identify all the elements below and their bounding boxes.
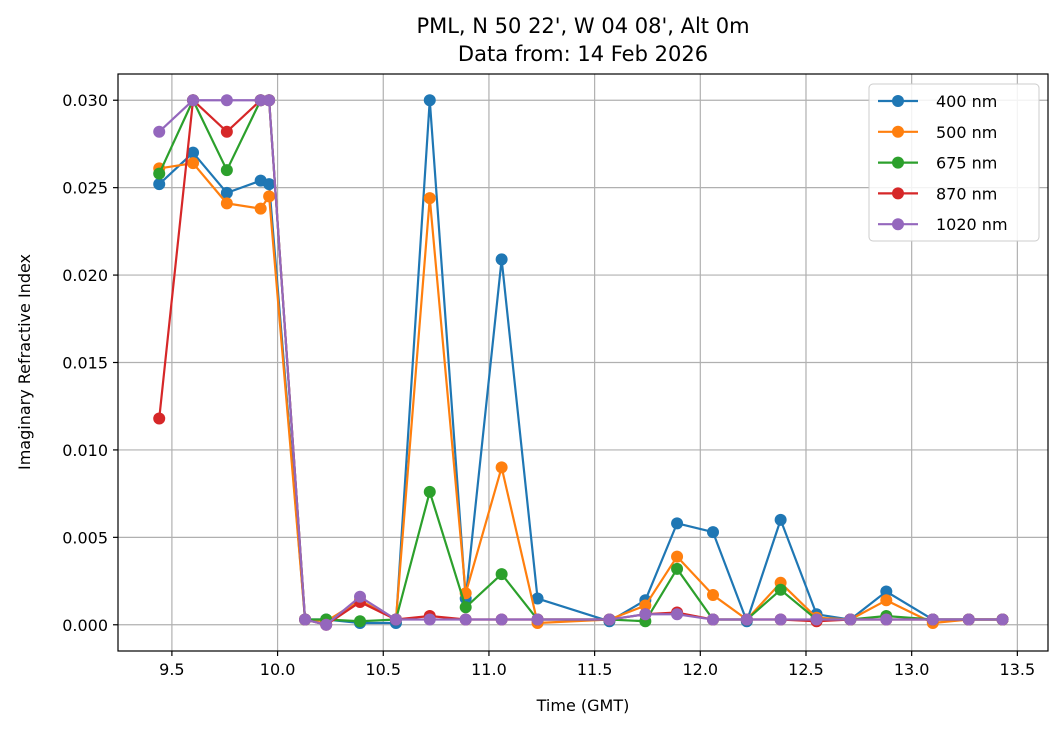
data-point-500-nm — [220, 197, 233, 210]
data-point-1020-nm — [299, 613, 312, 626]
y-tick-label: 0.030 — [62, 91, 108, 110]
data-point-675-nm — [220, 164, 233, 177]
data-point-1020-nm — [996, 613, 1009, 626]
legend-item-675-nm: 675 nm — [878, 154, 997, 173]
data-point-500-nm — [880, 594, 893, 607]
y-tick-label: 0.005 — [62, 528, 108, 547]
x-axis-label: Time (GMT) — [536, 696, 630, 715]
x-tick-label: 12.0 — [682, 660, 718, 679]
data-point-400-nm — [531, 592, 544, 605]
data-point-675-nm — [354, 615, 367, 628]
legend-label: 675 nm — [936, 154, 997, 173]
data-point-1020-nm — [254, 94, 267, 107]
data-point-1020-nm — [962, 613, 975, 626]
data-point-675-nm — [671, 562, 684, 575]
x-tick-label: 13.0 — [894, 660, 930, 679]
y-tick-label: 0.015 — [62, 354, 108, 373]
series-layer — [153, 94, 1009, 631]
data-point-400-nm — [774, 513, 787, 526]
legend: 400 nm 500 nm 675 nm 870 nm 1020 nm — [868, 83, 1040, 242]
data-point-1020-nm — [740, 613, 753, 626]
data-point-1020-nm — [639, 608, 652, 621]
y-tick-label: 0.000 — [62, 616, 108, 635]
data-point-1020-nm — [153, 125, 166, 138]
chart-subtitle: Data from: 14 Feb 2026 — [458, 42, 708, 66]
data-point-400-nm — [880, 585, 893, 598]
series-1020-nm — [153, 94, 1009, 631]
data-point-400-nm — [263, 178, 276, 191]
x-tick-label: 10.0 — [260, 660, 296, 679]
legend-item-1020-nm: 1020 nm — [878, 215, 1008, 234]
data-point-500-nm — [263, 190, 276, 203]
legend-box — [868, 83, 1040, 242]
y-tick-label: 0.010 — [62, 441, 108, 460]
legend-item-500-nm: 500 nm — [878, 123, 997, 142]
data-point-675-nm — [423, 485, 436, 498]
legend-swatch-marker — [892, 95, 904, 107]
legend-swatch-marker — [892, 125, 904, 138]
data-point-1020-nm — [423, 613, 436, 626]
legend-label: 1020 nm — [936, 215, 1008, 234]
data-point-1020-nm — [459, 613, 472, 626]
data-point-400-nm — [706, 526, 719, 539]
x-tick-label: 11.5 — [577, 660, 613, 679]
y-tick-label: 0.020 — [62, 266, 108, 285]
legend-swatch-marker — [892, 218, 904, 231]
data-point-1020-nm — [810, 613, 823, 626]
data-point-675-nm — [774, 583, 787, 596]
data-point-1020-nm — [706, 613, 719, 626]
data-point-400-nm — [671, 517, 684, 530]
data-point-1020-nm — [844, 613, 857, 626]
data-point-675-nm — [153, 167, 166, 180]
data-point-400-nm — [423, 94, 436, 107]
data-point-500-nm — [495, 461, 508, 474]
data-point-1020-nm — [671, 608, 684, 621]
x-tick-label: 10.5 — [365, 660, 401, 679]
data-point-675-nm — [495, 568, 508, 581]
data-point-1020-nm — [880, 613, 893, 626]
data-point-1020-nm — [389, 613, 402, 626]
data-point-500-nm — [254, 202, 267, 215]
legend-swatch-marker — [892, 187, 904, 200]
legend-label: 870 nm — [936, 184, 997, 203]
data-point-675-nm — [459, 601, 472, 614]
data-point-870-nm — [153, 412, 166, 425]
data-point-500-nm — [423, 192, 436, 205]
data-point-1020-nm — [320, 618, 333, 631]
data-point-400-nm — [495, 253, 508, 266]
data-point-500-nm — [671, 550, 684, 563]
data-point-1020-nm — [220, 94, 233, 107]
data-point-400-nm — [187, 146, 200, 159]
x-tick-label: 13.5 — [1000, 660, 1036, 679]
data-point-1020-nm — [774, 613, 787, 626]
x-tick-label: 12.5 — [788, 660, 824, 679]
data-point-400-nm — [220, 186, 233, 199]
data-point-1020-nm — [603, 613, 616, 626]
data-point-1020-nm — [495, 613, 508, 626]
tick-layer: 9.5 10.0 10.5 11.0 11.5 12.0 12.5 13.0 13.5 0.000… — [62, 91, 1035, 679]
data-point-1020-nm — [354, 590, 367, 603]
x-tick-label: 11.0 — [471, 660, 507, 679]
data-point-500-nm — [639, 599, 652, 612]
data-point-1020-nm — [263, 94, 276, 107]
data-point-500-nm — [187, 157, 200, 170]
data-point-1020-nm — [187, 94, 200, 107]
legend-label: 500 nm — [936, 123, 997, 142]
data-point-500-nm — [706, 589, 719, 602]
legend-item-400-nm: 400 nm — [878, 92, 997, 111]
legend-item-870-nm: 870 nm — [878, 184, 997, 203]
x-tick-label: 9.5 — [159, 660, 184, 679]
data-point-870-nm — [220, 125, 233, 138]
chart-title: PML, N 50 22', W 04 08', Alt 0m — [416, 14, 749, 38]
y-tick-label: 0.025 — [62, 179, 108, 198]
data-point-1020-nm — [926, 613, 939, 626]
legend-label: 400 nm — [936, 92, 997, 111]
data-point-1020-nm — [531, 613, 544, 626]
data-point-400-nm — [153, 178, 166, 191]
legend-swatch-marker — [892, 156, 904, 169]
y-axis-label: Imaginary Refractive Index — [15, 254, 34, 470]
